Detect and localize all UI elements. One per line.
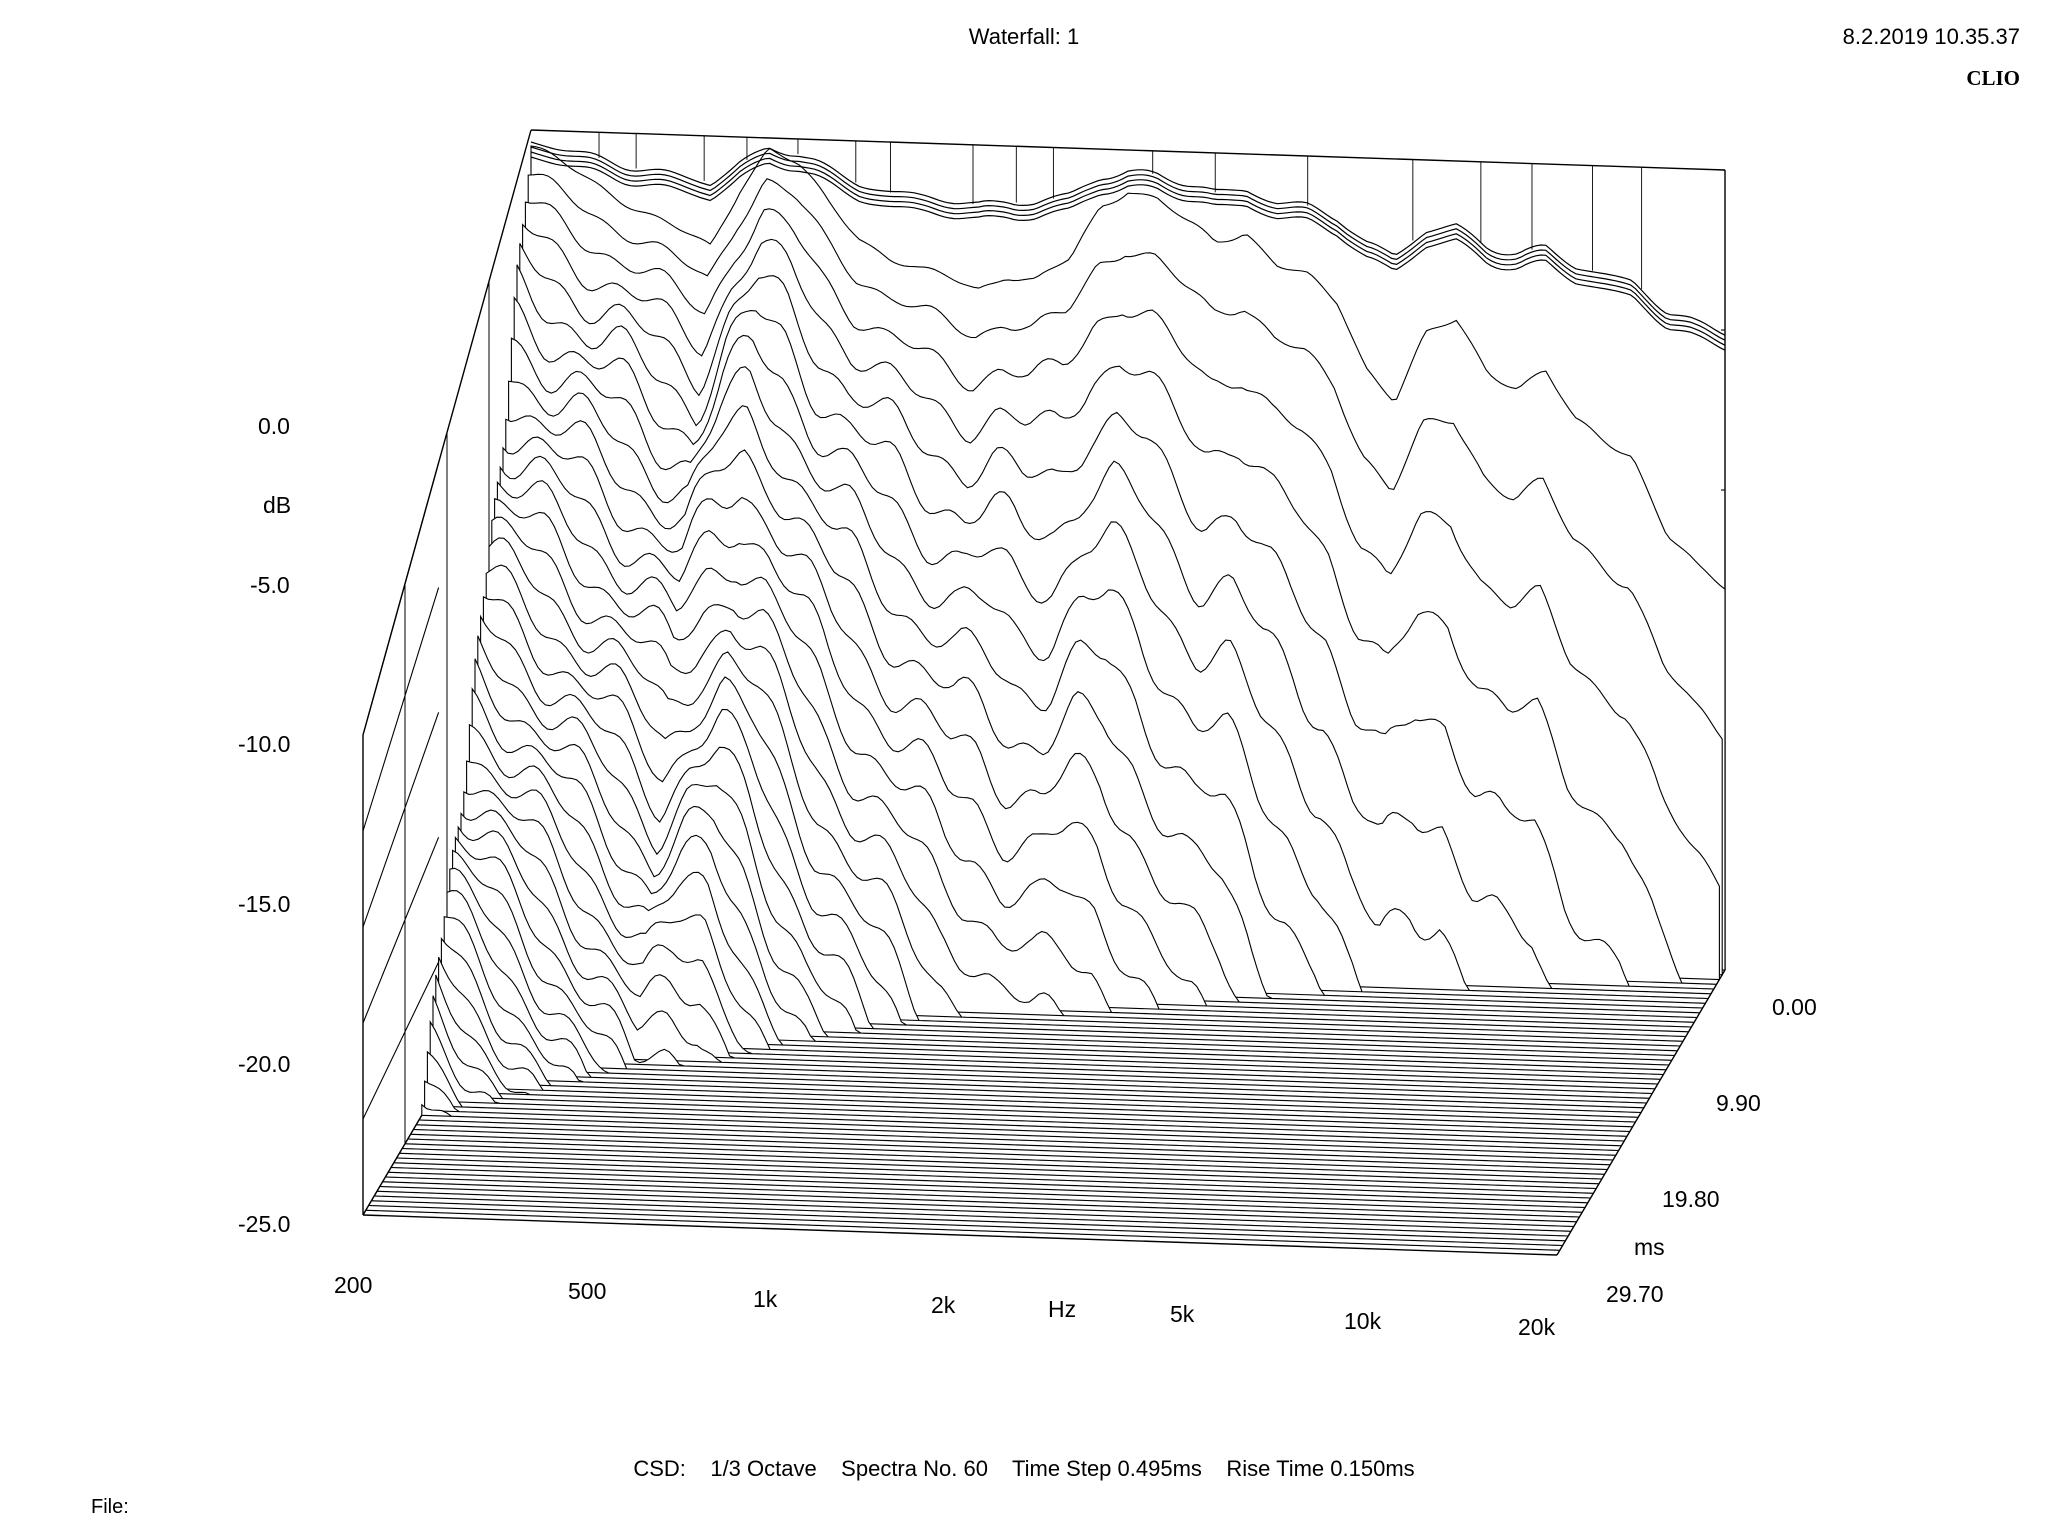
spectrum-slice	[418, 1119, 1614, 1161]
spectrum-slice	[416, 1124, 1611, 1166]
spectrum-slice	[474, 658, 1670, 1066]
x-tick-label: 20k	[1518, 1314, 1556, 1340]
x-tick-label: 5k	[1170, 1301, 1195, 1327]
y-tick-mark	[362, 712, 440, 928]
y-tick-label: -20.0	[238, 1051, 291, 1077]
spectrum-slice	[438, 956, 1633, 1128]
spectrum-slice	[393, 1162, 1588, 1204]
x-tick-label: 200	[334, 1272, 373, 1298]
spectrum-slice	[426, 1050, 1622, 1147]
spectrum-slice	[435, 974, 1630, 1133]
z-tick-label: 29.70	[1606, 1281, 1664, 1307]
spectrum-slice	[365, 1209, 1560, 1251]
y-tick-label: -10.0	[238, 731, 291, 757]
y-tick-mark	[362, 587, 440, 832]
y-tick-mark	[362, 961, 440, 1120]
y-tick-label: -5.0	[250, 572, 290, 598]
top-projection-line	[530, 146, 1726, 341]
top-back-edge	[530, 129, 1726, 171]
y-tick-label: 0.0	[258, 413, 290, 439]
spectrum-slice	[477, 635, 1672, 1061]
spectrum-slice	[402, 1147, 1597, 1190]
spectrum-slice	[379, 1185, 1574, 1228]
z-axis-label: ms	[1634, 1234, 1665, 1260]
spectrum-slice	[429, 1019, 1625, 1142]
y-tick-label: -15.0	[238, 891, 291, 917]
y-tick-mark	[362, 462, 440, 736]
x-tick-label: 10k	[1344, 1308, 1382, 1334]
spectrum-slice	[424, 1080, 1619, 1152]
spectrum-slice	[454, 835, 1650, 1099]
y-axis-label: dB	[263, 492, 292, 518]
spectrum-slice	[449, 867, 1644, 1109]
spectrum-slice	[413, 1128, 1608, 1171]
spectrum-slice	[432, 995, 1628, 1137]
x-tick-label: 500	[568, 1278, 607, 1304]
spectrum-slice	[385, 1176, 1580, 1218]
top-projection	[530, 132, 1726, 351]
spectra-slices	[365, 145, 1726, 1251]
spectrum-slice	[368, 1204, 1563, 1247]
spectrum-slice	[421, 1103, 1616, 1156]
spectrum-slice	[374, 1195, 1569, 1237]
spectrum-slice	[382, 1181, 1577, 1223]
x-tick-label: 2k	[931, 1292, 956, 1318]
top-projection-line	[530, 156, 1726, 351]
spectrum-slice	[390, 1166, 1586, 1209]
x-axis-label: Hz	[1048, 1296, 1077, 1322]
top-projection-line	[530, 141, 1726, 336]
z-tick-label: 19.80	[1662, 1186, 1720, 1212]
spectrum-slice	[466, 760, 1661, 1080]
spectrum-slice	[399, 1152, 1594, 1194]
measurement-settings: CSD: 1/3 Octave Spectra No. 60 Time Step…	[633, 1456, 1415, 1481]
spectrum-slice	[376, 1190, 1572, 1232]
spectrum-slice	[404, 1143, 1600, 1185]
spectrum-slice	[443, 916, 1639, 1118]
spectrum-slice	[410, 1133, 1605, 1175]
timestamp: 8.2.2019 10.35.37	[1842, 24, 2020, 49]
y-tick-label: -25.0	[238, 1211, 291, 1237]
spectrum-slice	[407, 1138, 1602, 1180]
spectrum-slice	[371, 1200, 1566, 1242]
top-projection-line	[530, 151, 1726, 346]
spectrum-slice	[440, 937, 1636, 1123]
y-tick-mark	[362, 836, 440, 1024]
brand-logo: CLIO	[1966, 66, 2020, 90]
file-label: File:	[91, 1496, 129, 1518]
chart-title: Waterfall: 1	[968, 24, 1080, 49]
z-tick-label: 9.90	[1716, 1090, 1761, 1116]
z-tick-label: 0.00	[1772, 994, 1817, 1020]
x-tick-label: 1k	[753, 1286, 778, 1312]
spectrum-slice	[388, 1171, 1583, 1213]
spectrum-slice	[396, 1157, 1591, 1199]
front-baseline	[362, 1214, 1558, 1256]
spectrum-slice	[463, 790, 1658, 1085]
spectrum-slice	[468, 723, 1664, 1076]
spectrum-slice	[452, 849, 1647, 1104]
spectrum-slice	[460, 809, 1656, 1090]
spectrum-slice	[457, 825, 1653, 1095]
spectrum-slice	[446, 890, 1642, 1114]
